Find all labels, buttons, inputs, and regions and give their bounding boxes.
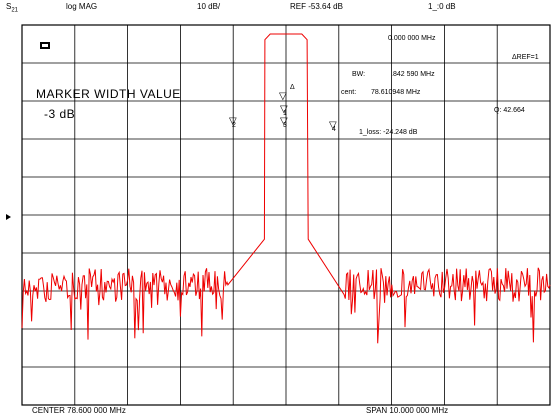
measurement-trace (21, 33, 551, 344)
marker-delta-icon: ▽ (279, 91, 287, 102)
q-value: Q: 42.664 (494, 107, 525, 114)
ref-position-icon (6, 214, 11, 220)
scale-label: 10 dB/ (197, 2, 221, 11)
loss-value: 1_loss: -24.248 dB (359, 129, 418, 136)
marker-status-icon-inner (42, 44, 48, 47)
marker-4-icon: ▽ (329, 120, 337, 131)
bw-value: .842 590 MHz (391, 71, 435, 78)
marker-2-icon: ▽ (229, 116, 237, 127)
marker-3-icon: ▽ (280, 116, 288, 127)
marker-1-label: 1 (283, 110, 287, 117)
format-label: log MAG (66, 2, 98, 11)
marker-width-title: MARKER WIDTH VALUE (36, 87, 181, 101)
trace-group (21, 33, 551, 344)
marker-3-label: 3 (283, 122, 287, 129)
parameter-label: S21 (6, 2, 18, 16)
cent-label: cent: (341, 89, 357, 96)
parameter-main: S (6, 2, 12, 11)
marker-frequency: 0.000 000 MHz (388, 35, 436, 42)
marker-delta-label: Δ (290, 84, 295, 91)
marker-1-icon: ▽ (280, 104, 288, 115)
marker-4-label: 4 (332, 126, 336, 133)
bw-label: BW: (352, 71, 366, 78)
marker-2-label: 2 (232, 122, 236, 129)
delta-ref-label: ΔREF=1 (512, 54, 539, 61)
cent-value: 78.610948 MHz (371, 89, 421, 96)
center-frequency-label: CENTER 78.600 000 MHz (32, 406, 126, 415)
extra-label: 1_:0 dB (428, 2, 456, 11)
ref-level-label: REF -53.64 dB (290, 2, 343, 11)
span-label: SPAN 10.000 000 MHz (366, 406, 449, 415)
parameter-sub: 21 (11, 7, 19, 14)
graticule (21, 24, 551, 406)
marker-width-value: -3 dB (44, 107, 76, 121)
